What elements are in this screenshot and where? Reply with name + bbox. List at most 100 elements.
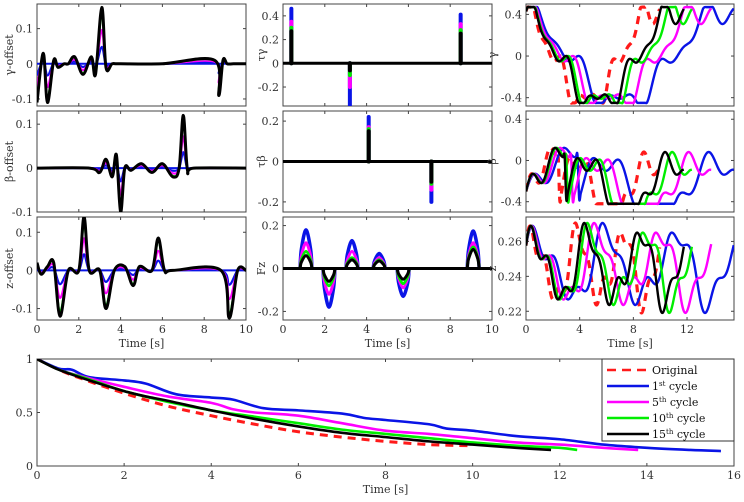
plot-lines xyxy=(526,5,734,105)
axes-beta: -0.4 0 0.4 β xyxy=(486,110,735,213)
plot-lines xyxy=(283,6,492,106)
x-tick-label: 0 xyxy=(280,323,287,336)
plot-lines xyxy=(37,113,246,212)
data-line xyxy=(37,6,246,104)
y-axis-label: z xyxy=(486,265,499,271)
x-tick-label: 16 xyxy=(727,469,741,482)
axes-beta_offset: -0.1 0 0.1β-offset xyxy=(3,110,247,219)
y-tick-label: 0.22 xyxy=(498,305,523,318)
y-tick-label: 0.24 xyxy=(498,270,523,283)
data-line xyxy=(321,268,337,283)
y-tick-label: 1 xyxy=(26,353,33,366)
x-tick-label: 2 xyxy=(75,323,82,336)
y-tick-label: 0 xyxy=(515,154,522,167)
y-tick-label: 0.1 xyxy=(16,23,34,36)
y-tick-label: 0.1 xyxy=(16,226,34,239)
plot-area xyxy=(282,3,493,107)
x-tick-label: 0 xyxy=(34,323,41,336)
y-tick-label: -0.4 xyxy=(501,92,522,105)
y-tick-label: 0 xyxy=(26,460,33,473)
data-line xyxy=(526,221,685,315)
x-tick-label: 2 xyxy=(121,469,128,482)
plot-lines xyxy=(526,146,734,206)
y-tick-label: -0.4 xyxy=(501,196,522,209)
plot-lines xyxy=(37,359,721,453)
y-tick-label: 0 xyxy=(272,156,279,169)
y-axis-label: z-offset xyxy=(3,248,16,289)
y-axis-label: Fz xyxy=(255,262,268,276)
x-tick-label: 0 xyxy=(523,323,530,336)
x-tick-label: 8 xyxy=(382,469,389,482)
plot-lines xyxy=(283,228,492,309)
x-tick-label: 4 xyxy=(208,469,215,482)
y-tick-label: 0 xyxy=(272,263,279,276)
x-tick-label: 14 xyxy=(640,469,654,482)
x-tick-label: 10 xyxy=(485,323,499,336)
y-tick-label: 0.1 xyxy=(16,118,34,131)
x-tick-label: 8 xyxy=(201,323,208,336)
plot-lines xyxy=(37,6,246,104)
y-axis-label: γ xyxy=(486,51,499,58)
y-axis-label: γ-offset xyxy=(3,34,16,76)
y-axis-label: τβ xyxy=(255,155,268,167)
plot-lines xyxy=(526,221,734,315)
y-tick-label: 0 xyxy=(272,57,279,70)
x-axis-label: Time [s] xyxy=(607,337,653,350)
y-tick-label: 0 xyxy=(26,162,33,175)
data-line xyxy=(526,221,694,315)
data-line xyxy=(298,254,314,269)
y-tick-label: 0 xyxy=(515,50,522,63)
x-tick-label: 10 xyxy=(239,323,253,336)
data-line xyxy=(37,359,721,453)
x-tick-label: 4 xyxy=(363,323,370,336)
legend-entry-c10: 10th cycle xyxy=(607,412,705,425)
legend-label: 5th cycle xyxy=(652,396,698,409)
y-tick-label: 0.2 xyxy=(262,34,280,47)
axes-tau_gamma: -0.2 0 0.2 0.4 τγ xyxy=(255,3,493,107)
y-tick-label: 0.2 xyxy=(262,115,280,128)
legend-label: Original xyxy=(652,364,698,377)
data-line xyxy=(526,146,661,206)
data-line xyxy=(526,146,693,206)
y-tick-label: 0.2 xyxy=(262,220,280,233)
data-line xyxy=(526,5,693,105)
legend: Original 1st cycle 5th cycle 10th cycle 15th… xyxy=(601,358,735,442)
x-axis-label: Time [s] xyxy=(363,483,409,496)
axes-z: 0.22 0.24 0.26 0 4 8 12 Time [s] z xyxy=(486,216,735,350)
y-axis-label: τγ xyxy=(255,48,268,61)
y-tick-label: -0.1 xyxy=(12,93,33,106)
axes-gamma_offset: -0.1 0 0.1γ-offset xyxy=(3,3,247,107)
data-line xyxy=(37,359,552,452)
plot-area xyxy=(36,110,247,213)
x-axis-label: Time [s] xyxy=(119,337,165,350)
legend-label: 10th cycle xyxy=(652,412,705,425)
data-line xyxy=(526,221,734,315)
x-tick-label: 2 xyxy=(321,323,328,336)
x-axis-label: Time [s] xyxy=(365,337,411,350)
y-tick-label: 0 xyxy=(26,264,33,277)
plot-lines xyxy=(283,115,492,204)
x-tick-label: 12 xyxy=(680,323,694,336)
x-tick-label: 0 xyxy=(34,469,41,482)
plot-area xyxy=(36,3,247,107)
data-line xyxy=(395,268,411,281)
legend-entry-c15: 15th cycle xyxy=(607,428,705,441)
data-line xyxy=(465,247,481,269)
axes-tau_beta: -0.2 0 0.2 τβ xyxy=(255,110,493,213)
y-tick-label: 0.5 xyxy=(16,407,34,420)
y-tick-label: 0.4 xyxy=(505,113,523,126)
legend-label: 15th cycle xyxy=(652,428,705,441)
legend-entry-c5: 5th cycle xyxy=(607,396,698,409)
data-line xyxy=(526,221,662,315)
legend-entry-c1: 1st cycle xyxy=(607,380,697,393)
data-line xyxy=(526,146,685,206)
x-tick-label: 6 xyxy=(405,323,412,336)
y-tick-label: 0.4 xyxy=(262,10,280,23)
x-tick-label: 8 xyxy=(447,323,454,336)
plot-lines xyxy=(37,217,246,320)
y-axis-label: β xyxy=(486,158,499,164)
y-tick-label: -0.1 xyxy=(12,303,33,316)
